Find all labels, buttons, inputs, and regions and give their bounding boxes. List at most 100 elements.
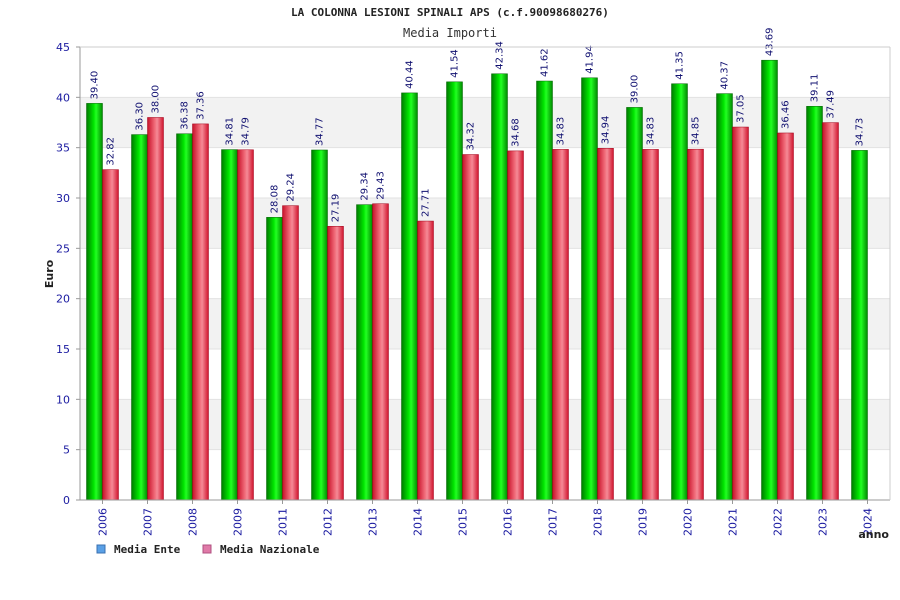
value-label-media-nazionale-2019: 34.83 xyxy=(646,117,657,146)
legend-swatch-media-nazionale xyxy=(202,544,212,554)
y-axis-title: Euro xyxy=(43,259,56,288)
value-label-media-nazionale-2012: 27.19 xyxy=(331,194,342,223)
bar-media-ente-2024 xyxy=(851,150,868,501)
value-label-media-nazionale-2013: 29.43 xyxy=(376,171,387,200)
value-label-media-ente-2022: 43.69 xyxy=(765,28,776,57)
x-axis-title: anno xyxy=(858,528,889,541)
value-label-media-ente-2016: 42.34 xyxy=(495,41,506,70)
value-label-media-ente-2014: 40.44 xyxy=(405,60,416,89)
bar-media-ente-2006 xyxy=(86,103,103,501)
value-label-media-ente-2015: 41.54 xyxy=(450,49,461,78)
value-label-media-ente-2018: 41.94 xyxy=(585,45,596,74)
bar-media-ente-2023 xyxy=(806,106,823,501)
value-label-media-nazionale-2022: 36.46 xyxy=(781,100,792,129)
value-label-media-ente-2006: 39.40 xyxy=(90,71,101,100)
x-tick-label-2024: 2024 xyxy=(862,508,875,536)
x-tick-label-2020: 2020 xyxy=(682,508,695,536)
bar-media-ente-2012 xyxy=(311,149,328,501)
value-label-media-ente-2011: 28.08 xyxy=(270,185,281,214)
x-tick-label-2021: 2021 xyxy=(727,508,740,536)
value-label-media-nazionale-2007: 38.00 xyxy=(151,85,162,114)
y-tick-label: 15 xyxy=(56,343,70,356)
bar-media-ente-2015 xyxy=(446,81,463,501)
bar-media-nazionale-2013 xyxy=(372,203,389,501)
value-label-media-nazionale-2009: 34.79 xyxy=(241,117,252,146)
y-tick-label: 10 xyxy=(56,393,70,406)
chart-title: LA COLONNA LESIONI SPINALI APS (c.f.9009… xyxy=(291,6,609,19)
legend-label-media-ente: Media Ente xyxy=(114,543,181,556)
x-tick-label-2016: 2016 xyxy=(502,508,515,536)
x-tick-label-2009: 2009 xyxy=(232,508,245,536)
chart-subtitle: Media Importi xyxy=(403,26,497,40)
bar-media-nazionale-2023 xyxy=(822,122,839,501)
legend: Media Ente Media Nazionale xyxy=(96,543,320,556)
bar-media-nazionale-2011 xyxy=(282,205,299,501)
value-label-media-ente-2009: 34.81 xyxy=(225,117,236,146)
bar-media-ente-2009 xyxy=(221,149,238,501)
bar-media-nazionale-2016 xyxy=(507,150,524,501)
bar-media-ente-2008 xyxy=(176,133,193,501)
value-label-media-nazionale-2014: 27.71 xyxy=(421,188,432,217)
bar-media-ente-2019 xyxy=(626,107,643,501)
bar-media-ente-2013 xyxy=(356,204,373,501)
x-tick-label-2018: 2018 xyxy=(592,508,605,536)
bar-media-nazionale-2009 xyxy=(237,149,254,501)
value-label-media-nazionale-2021: 37.05 xyxy=(736,94,747,123)
bar-media-nazionale-2019 xyxy=(642,149,659,501)
value-label-media-ente-2012: 34.77 xyxy=(315,117,326,146)
value-label-media-nazionale-2018: 34.94 xyxy=(601,116,612,145)
grid-band xyxy=(80,298,890,349)
grid-band xyxy=(80,399,890,450)
x-axis-ticks: 2006 2007 2008 2009 2011 2012 2013 2014 2015 2016… xyxy=(97,500,875,536)
value-label-media-ente-2007: 36.30 xyxy=(135,102,146,131)
y-tick-label: 35 xyxy=(56,142,70,155)
grid-band xyxy=(80,198,890,249)
y-tick-label: 25 xyxy=(56,242,70,255)
bar-media-nazionale-2017 xyxy=(552,149,569,501)
value-label-media-ente-2020: 41.35 xyxy=(675,51,686,80)
legend-swatch-media-ente xyxy=(96,544,106,554)
grid-bands xyxy=(80,97,890,450)
bar-media-nazionale-2012 xyxy=(327,226,344,501)
x-tick-label-2006: 2006 xyxy=(97,508,110,536)
legend-item-media-nazionale: Media Nazionale xyxy=(202,543,320,556)
bar-media-nazionale-2018 xyxy=(597,148,614,501)
x-tick-label-2015: 2015 xyxy=(457,508,470,536)
x-tick-label-2011: 2011 xyxy=(277,508,290,536)
bar-media-nazionale-2021 xyxy=(732,126,749,501)
legend-label-media-nazionale: Media Nazionale xyxy=(220,543,320,556)
value-label-media-ente-2017: 41.62 xyxy=(540,48,551,77)
bar-media-nazionale-2006 xyxy=(102,169,119,501)
value-label-media-ente-2019: 39.00 xyxy=(630,75,641,104)
x-tick-label-2019: 2019 xyxy=(637,508,650,536)
bar-media-nazionale-2008 xyxy=(192,123,209,501)
y-tick-label: 20 xyxy=(56,293,70,306)
value-label-media-nazionale-2008: 37.36 xyxy=(196,91,207,120)
value-label-media-nazionale-2016: 34.68 xyxy=(511,118,522,147)
bar-media-ente-2007 xyxy=(131,134,148,501)
legend-item-media-ente: Media Ente xyxy=(96,543,181,556)
bar-media-ente-2022 xyxy=(761,59,778,501)
value-label-media-nazionale-2017: 34.83 xyxy=(556,117,567,146)
bar-media-ente-2017 xyxy=(536,80,553,501)
bar-media-nazionale-2022 xyxy=(777,132,794,501)
bar-media-nazionale-2007 xyxy=(147,117,164,501)
x-tick-label-2023: 2023 xyxy=(817,508,830,536)
bar-media-ente-2021 xyxy=(716,93,733,501)
value-label-media-ente-2021: 40.37 xyxy=(720,61,731,90)
value-label-media-nazionale-2020: 34.85 xyxy=(691,117,702,146)
value-label-media-nazionale-2006: 32.82 xyxy=(106,137,117,166)
bar-media-ente-2018 xyxy=(581,77,598,501)
bar-media-nazionale-2020 xyxy=(687,148,704,501)
y-tick-label: 0 xyxy=(63,494,70,507)
value-label-media-nazionale-2011: 29.24 xyxy=(286,173,297,202)
bar-media-ente-2016 xyxy=(491,73,508,501)
y-tick-label: 5 xyxy=(63,444,70,457)
y-tick-label: 45 xyxy=(56,41,70,54)
x-tick-label-2007: 2007 xyxy=(142,508,155,536)
value-label-media-ente-2008: 36.38 xyxy=(180,101,191,130)
value-labels: 39.40 32.82 36.30 38.00 36.38 37.36 34.81 34.79… xyxy=(90,28,866,223)
x-tick-label-2017: 2017 xyxy=(547,508,560,536)
bar-media-nazionale-2015 xyxy=(462,154,479,501)
x-tick-label-2014: 2014 xyxy=(412,508,425,536)
